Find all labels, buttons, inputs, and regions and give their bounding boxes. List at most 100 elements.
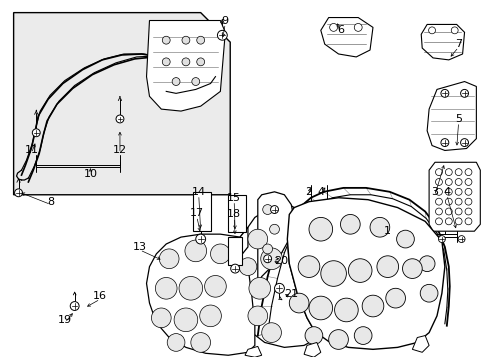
Circle shape [464,208,471,215]
Circle shape [247,306,267,326]
Text: 15: 15 [227,193,241,203]
Text: 3: 3 [430,187,438,197]
Circle shape [195,234,205,244]
Text: 7: 7 [454,39,461,49]
Circle shape [435,198,442,205]
Circle shape [167,334,184,351]
Polygon shape [146,21,225,111]
Circle shape [454,179,461,185]
Circle shape [263,255,271,263]
Circle shape [151,308,171,328]
Bar [228,237,242,265]
Polygon shape [320,18,372,57]
Circle shape [445,208,451,215]
Circle shape [435,188,442,195]
Text: 5: 5 [454,114,461,124]
Circle shape [460,139,468,147]
Text: 2: 2 [305,187,312,197]
Circle shape [438,236,445,243]
Text: 14: 14 [191,187,205,197]
Circle shape [464,188,471,195]
Circle shape [464,198,471,205]
Text: 8: 8 [47,197,55,207]
Circle shape [385,288,405,308]
Circle shape [320,261,346,286]
Circle shape [435,179,442,185]
Polygon shape [304,342,320,357]
Circle shape [454,198,461,205]
Circle shape [162,58,170,66]
Circle shape [428,27,435,34]
Circle shape [445,188,451,195]
Circle shape [262,204,272,215]
Circle shape [239,258,256,275]
Polygon shape [426,82,475,150]
Text: 12: 12 [113,145,127,156]
Circle shape [247,229,267,249]
Circle shape [204,275,226,297]
Circle shape [454,208,461,215]
Circle shape [248,278,270,299]
Circle shape [454,188,461,195]
Polygon shape [146,227,254,355]
Circle shape [328,330,347,349]
Circle shape [440,139,448,147]
Circle shape [172,78,180,85]
Text: 11: 11 [24,145,38,156]
Circle shape [179,276,202,300]
Bar [192,192,210,231]
Circle shape [274,283,284,293]
Circle shape [334,298,358,322]
Circle shape [70,302,79,310]
Circle shape [308,217,332,241]
Text: 1: 1 [384,226,390,236]
Circle shape [347,259,371,282]
Circle shape [32,129,40,137]
Circle shape [196,58,204,66]
Circle shape [182,36,189,44]
Text: 4: 4 [317,187,324,197]
Circle shape [362,295,383,317]
Circle shape [445,218,451,225]
Circle shape [262,244,272,254]
Circle shape [116,115,123,123]
Polygon shape [257,192,294,283]
Circle shape [376,256,398,278]
Polygon shape [14,13,230,195]
Text: 20: 20 [274,256,288,266]
Circle shape [440,89,448,97]
Circle shape [396,230,413,248]
Text: 4: 4 [442,187,449,197]
Circle shape [230,264,239,273]
Circle shape [445,179,451,185]
Circle shape [155,278,177,299]
Circle shape [159,249,179,269]
Circle shape [162,36,170,44]
Circle shape [260,248,282,270]
Circle shape [450,27,457,34]
Polygon shape [257,188,449,336]
Circle shape [270,206,278,213]
Polygon shape [238,204,314,347]
Circle shape [445,198,451,205]
Text: 13: 13 [132,242,146,252]
Circle shape [15,189,22,197]
Circle shape [454,218,461,225]
Circle shape [196,36,204,44]
Circle shape [329,23,337,31]
Circle shape [460,89,468,97]
Circle shape [435,208,442,215]
Circle shape [369,217,389,237]
Circle shape [289,293,308,313]
Circle shape [308,296,332,320]
Circle shape [435,169,442,176]
Circle shape [210,244,230,264]
Circle shape [174,308,197,332]
Text: 19: 19 [58,315,72,325]
Circle shape [190,333,210,352]
Polygon shape [428,162,479,231]
Text: 9: 9 [221,15,228,26]
Circle shape [305,327,322,345]
Text: 17: 17 [189,208,203,219]
Polygon shape [411,336,428,352]
